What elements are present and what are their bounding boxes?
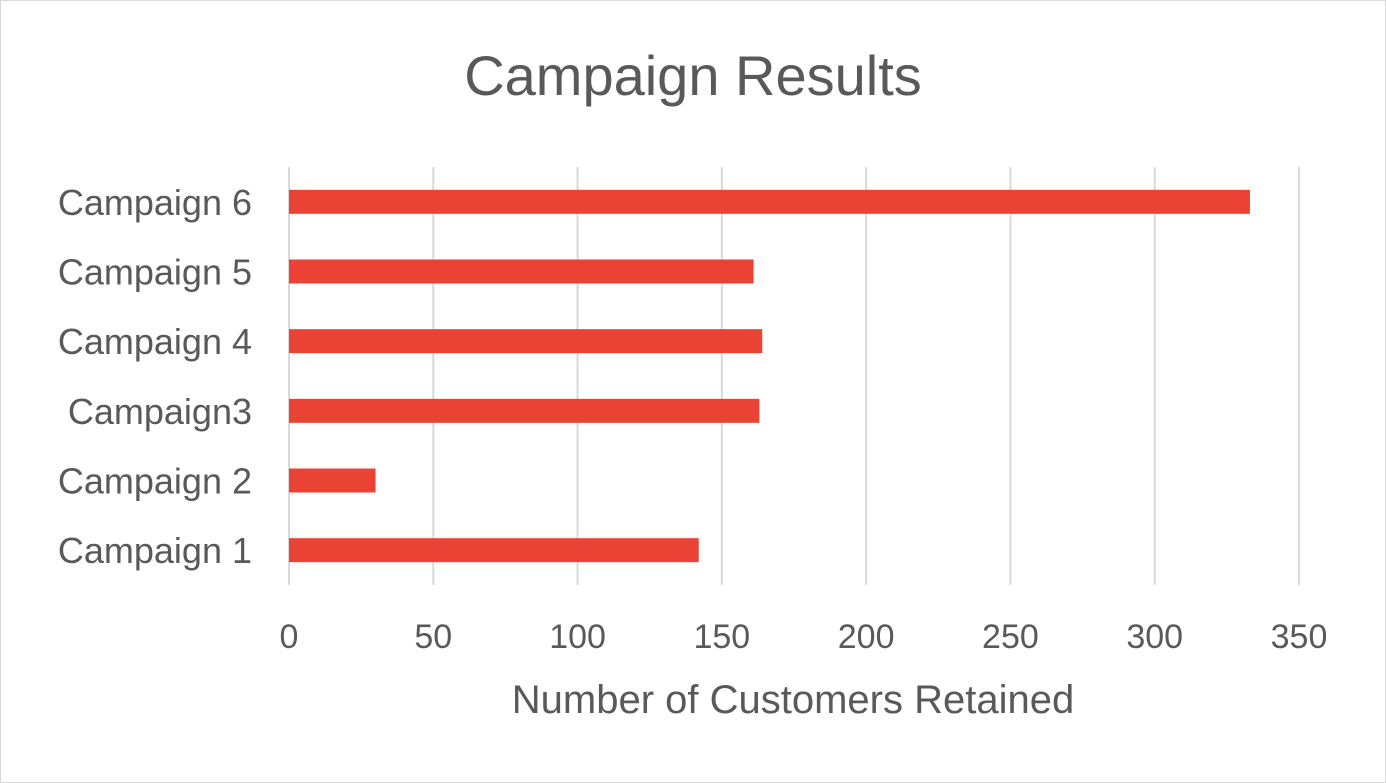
bars [289, 189, 1250, 563]
category-label: Campaign 1 [58, 530, 252, 571]
x-tick-label: 300 [1126, 618, 1183, 656]
bar [289, 259, 754, 284]
x-axis-title: Number of Customers Retained [512, 678, 1074, 722]
category-label: Campaign 4 [58, 321, 252, 362]
x-tick-label: 250 [982, 618, 1039, 656]
x-tick-label: 0 [280, 618, 299, 656]
category-label: Campaign 2 [58, 461, 252, 502]
x-tick-label: 150 [693, 618, 750, 656]
category-label: Campaign3 [68, 391, 252, 432]
category-label: Campaign 6 [58, 182, 252, 223]
chart-title: Campaign Results [464, 44, 922, 107]
x-tick-label: 200 [838, 618, 895, 656]
bar [289, 398, 760, 423]
category-label: Campaign 5 [58, 252, 252, 293]
bar [289, 189, 1250, 214]
x-tick-label: 100 [549, 618, 606, 656]
x-tick-label: 50 [414, 618, 452, 656]
bar [289, 538, 699, 563]
bar [289, 329, 763, 354]
bar [289, 468, 376, 493]
x-tick-label: 350 [1271, 618, 1328, 656]
category-labels: Campaign 1 Campaign 2 Campaign3 Campaign 4 C… [58, 182, 252, 571]
x-tick-labels: 0 50 100 150 200 250 300 350 [280, 618, 1328, 656]
gridlines [288, 167, 1300, 585]
